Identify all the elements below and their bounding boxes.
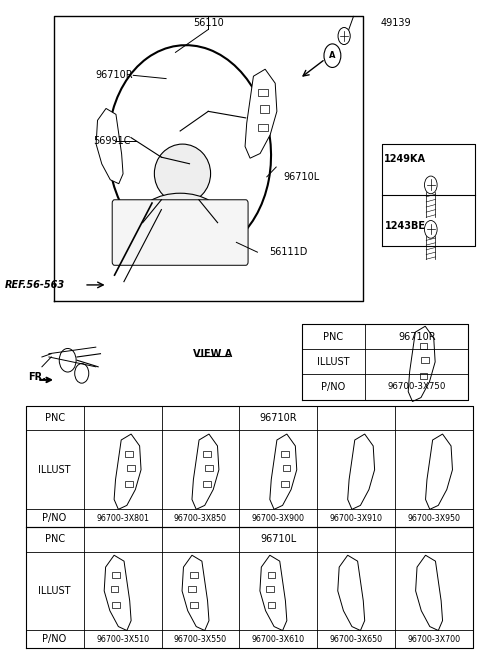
Bar	[421, 357, 429, 363]
PathPatch shape	[260, 555, 287, 631]
Bar	[420, 373, 427, 379]
Text: 49139: 49139	[380, 18, 411, 28]
Text: PNC: PNC	[324, 332, 344, 342]
Text: 96700-3X950: 96700-3X950	[408, 514, 460, 523]
PathPatch shape	[426, 434, 453, 510]
Bar	[110, 586, 119, 592]
Bar	[266, 586, 274, 592]
Text: 96700-3X650: 96700-3X650	[330, 635, 383, 644]
Text: 96710R: 96710R	[260, 413, 297, 423]
PathPatch shape	[96, 109, 123, 183]
Text: 96710L: 96710L	[260, 534, 297, 544]
Text: 96700-3X850: 96700-3X850	[174, 514, 227, 523]
Text: A: A	[329, 51, 336, 60]
PathPatch shape	[104, 555, 131, 631]
Bar	[281, 451, 289, 457]
Text: 96700-3X610: 96700-3X610	[252, 635, 305, 644]
PathPatch shape	[270, 434, 297, 510]
Text: PNC: PNC	[45, 413, 65, 423]
Text: P/NO: P/NO	[42, 513, 67, 523]
Bar	[268, 572, 276, 578]
Bar	[204, 451, 211, 457]
Text: VIEW A: VIEW A	[193, 348, 232, 359]
Text: 96700-3X750: 96700-3X750	[387, 383, 446, 392]
PathPatch shape	[245, 69, 277, 159]
Text: REF.56-563: REF.56-563	[5, 280, 65, 290]
Text: 56110: 56110	[193, 18, 224, 28]
Bar	[204, 481, 211, 487]
PathPatch shape	[114, 434, 141, 510]
Bar	[205, 465, 213, 471]
Text: 96700-3X910: 96700-3X910	[330, 514, 383, 523]
Bar	[268, 602, 276, 608]
PathPatch shape	[408, 326, 435, 402]
Bar	[189, 586, 196, 592]
Bar	[258, 89, 268, 96]
PathPatch shape	[192, 434, 219, 510]
Text: 96700-3X700: 96700-3X700	[408, 635, 461, 644]
Text: 96710R: 96710R	[398, 332, 435, 342]
Text: PNC: PNC	[45, 534, 65, 544]
Text: 96700-3X900: 96700-3X900	[252, 514, 305, 523]
Bar	[190, 572, 198, 578]
Bar	[125, 481, 133, 487]
PathPatch shape	[182, 555, 209, 631]
Text: FR.: FR.	[28, 371, 46, 382]
Bar	[260, 105, 269, 113]
Text: 96700-3X510: 96700-3X510	[96, 635, 149, 644]
Text: 1249KA: 1249KA	[384, 154, 426, 164]
Text: ILLUST: ILLUST	[317, 357, 350, 367]
Text: 1243BE: 1243BE	[384, 221, 426, 231]
Bar	[112, 572, 120, 578]
Ellipse shape	[138, 193, 222, 246]
Text: 56111D: 56111D	[269, 247, 307, 257]
Bar	[258, 124, 268, 131]
Bar	[127, 465, 135, 471]
Bar	[283, 465, 290, 471]
Text: ILLUST: ILLUST	[38, 586, 71, 596]
PathPatch shape	[338, 555, 365, 631]
Bar	[420, 343, 427, 349]
Bar	[190, 602, 198, 608]
Bar	[125, 451, 133, 457]
Text: ILLUST: ILLUST	[38, 464, 71, 475]
Bar	[112, 602, 120, 608]
FancyBboxPatch shape	[112, 200, 248, 265]
Bar	[281, 481, 289, 487]
Text: 96700-3X550: 96700-3X550	[174, 635, 227, 644]
Text: 56991C: 56991C	[94, 136, 131, 146]
Text: P/NO: P/NO	[322, 382, 346, 392]
Text: P/NO: P/NO	[42, 634, 67, 645]
PathPatch shape	[348, 434, 374, 510]
Text: 96700-3X801: 96700-3X801	[96, 514, 149, 523]
Text: 96710L: 96710L	[284, 172, 320, 182]
PathPatch shape	[416, 555, 443, 631]
Text: 96710R: 96710R	[96, 70, 133, 81]
Ellipse shape	[155, 144, 211, 203]
